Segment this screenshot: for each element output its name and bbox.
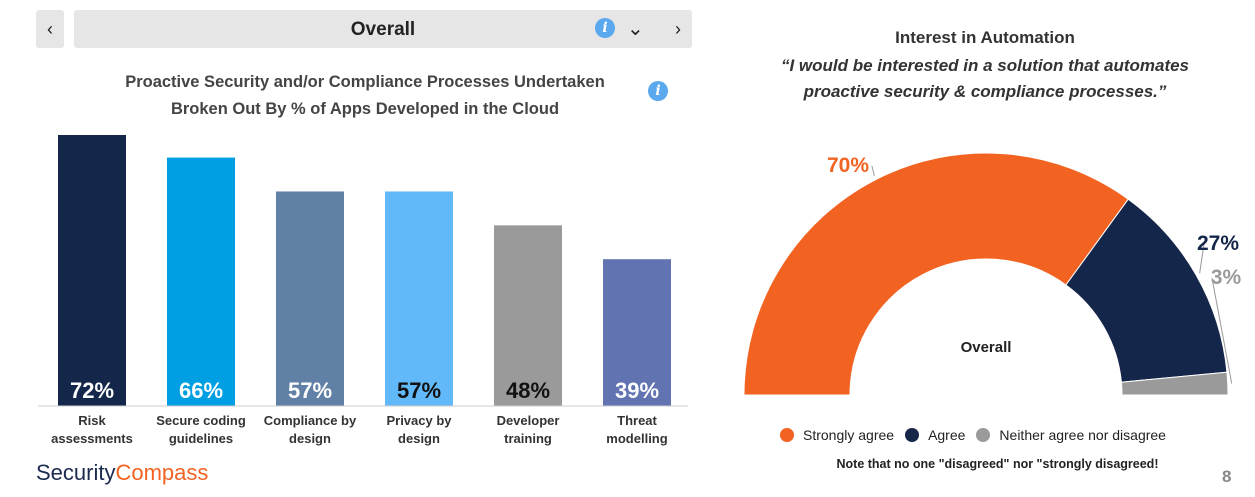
quote-line-1: “I would be interested in a solution tha… [780, 56, 1190, 75]
bar-value-label: 57% [288, 378, 332, 403]
legend-dot [905, 428, 920, 442]
donut-slice-0 [743, 152, 1129, 396]
legend-label: Neither agree nor disagree [999, 427, 1166, 443]
bar-0 [58, 135, 126, 406]
selector-label: Overall [350, 19, 416, 40]
category-label: design [289, 431, 331, 446]
donut-center-label: Overall [961, 339, 1012, 356]
half-donut-chart: 70% 27% 3% Overall [743, 152, 1242, 396]
bar-chart-title-block: Proactive Security and/or Compliance Pro… [60, 69, 670, 123]
leader-line [871, 165, 875, 176]
bar-value-label: 72% [70, 378, 114, 403]
next-button[interactable]: › [664, 10, 692, 48]
bar-value-label: 39% [615, 378, 659, 403]
category-label: Threat [617, 413, 657, 428]
donut-chart-quote: “I would be interested in a solution tha… [745, 53, 1225, 105]
legend-dot [976, 428, 991, 442]
category-label: Developer [497, 413, 560, 428]
category-label: Risk [78, 413, 106, 428]
prev-button[interactable]: ‹ [36, 10, 64, 48]
category-label: design [398, 431, 440, 446]
bar-5 [603, 259, 671, 406]
category-label: Privacy by [386, 413, 452, 428]
category-label: Secure coding [156, 413, 246, 428]
slice-value-label: 70% [827, 154, 869, 177]
bar-1 [167, 157, 235, 406]
category-label: modelling [606, 431, 667, 446]
bar-value-label: 48% [506, 378, 550, 403]
legend-item-neither: Neither agree nor disagree [976, 427, 1166, 443]
bar-chart: 72% 66% 57% 57% 48% 39% Risk assessments Secure… [38, 135, 688, 446]
legend-label: Agree [928, 427, 966, 443]
legend-item-strongly-agree: Strongly agree [780, 427, 894, 443]
bar-chart-title: Proactive Security and/or Compliance Pro… [125, 73, 605, 91]
company-logo: SecurityCompass [36, 460, 209, 485]
bar-value-label: 66% [179, 378, 223, 403]
slice-value-label: 3% [1211, 266, 1242, 289]
chevron-left-icon: ‹ [47, 18, 53, 39]
bar-2 [276, 191, 344, 406]
category-label: guidelines [169, 431, 233, 446]
bar-value-label: 57% [397, 378, 441, 403]
bar-4 [494, 225, 562, 406]
category-label: assessments [51, 431, 133, 446]
legend-dot [780, 428, 794, 442]
chevron-down-icon[interactable]: ⌄ [627, 18, 644, 40]
donut-note: Note that no one "disagreed" nor "strong… [836, 457, 1159, 471]
leader-line [1199, 243, 1205, 274]
info-icon[interactable]: i [595, 18, 615, 38]
chart-info-icon[interactable]: i [648, 81, 668, 101]
bar-3 [385, 191, 453, 406]
quote-line-2: proactive security & compliance processe… [803, 82, 1167, 101]
donut-slice-2 [1120, 371, 1229, 396]
donut-legend: Strongly agree Agree Neither agree nor d… [780, 427, 1240, 443]
bar-chart-subtitle: Broken Out By % of Apps Developed in the… [170, 100, 560, 118]
legend-label: Strongly agree [803, 427, 895, 443]
slice-value-label: 27% [1197, 232, 1239, 255]
chevron-right-icon: › [675, 18, 681, 39]
legend-item-agree: Agree [905, 427, 965, 443]
donut-chart-title: Interest in Automation [895, 28, 1075, 47]
category-label: training [504, 431, 552, 446]
category-label: Compliance by [264, 413, 357, 428]
leader-line [1211, 277, 1233, 384]
view-selector[interactable]: Overall i ⌄ [74, 10, 692, 48]
page-number: 8 [1222, 467, 1232, 486]
